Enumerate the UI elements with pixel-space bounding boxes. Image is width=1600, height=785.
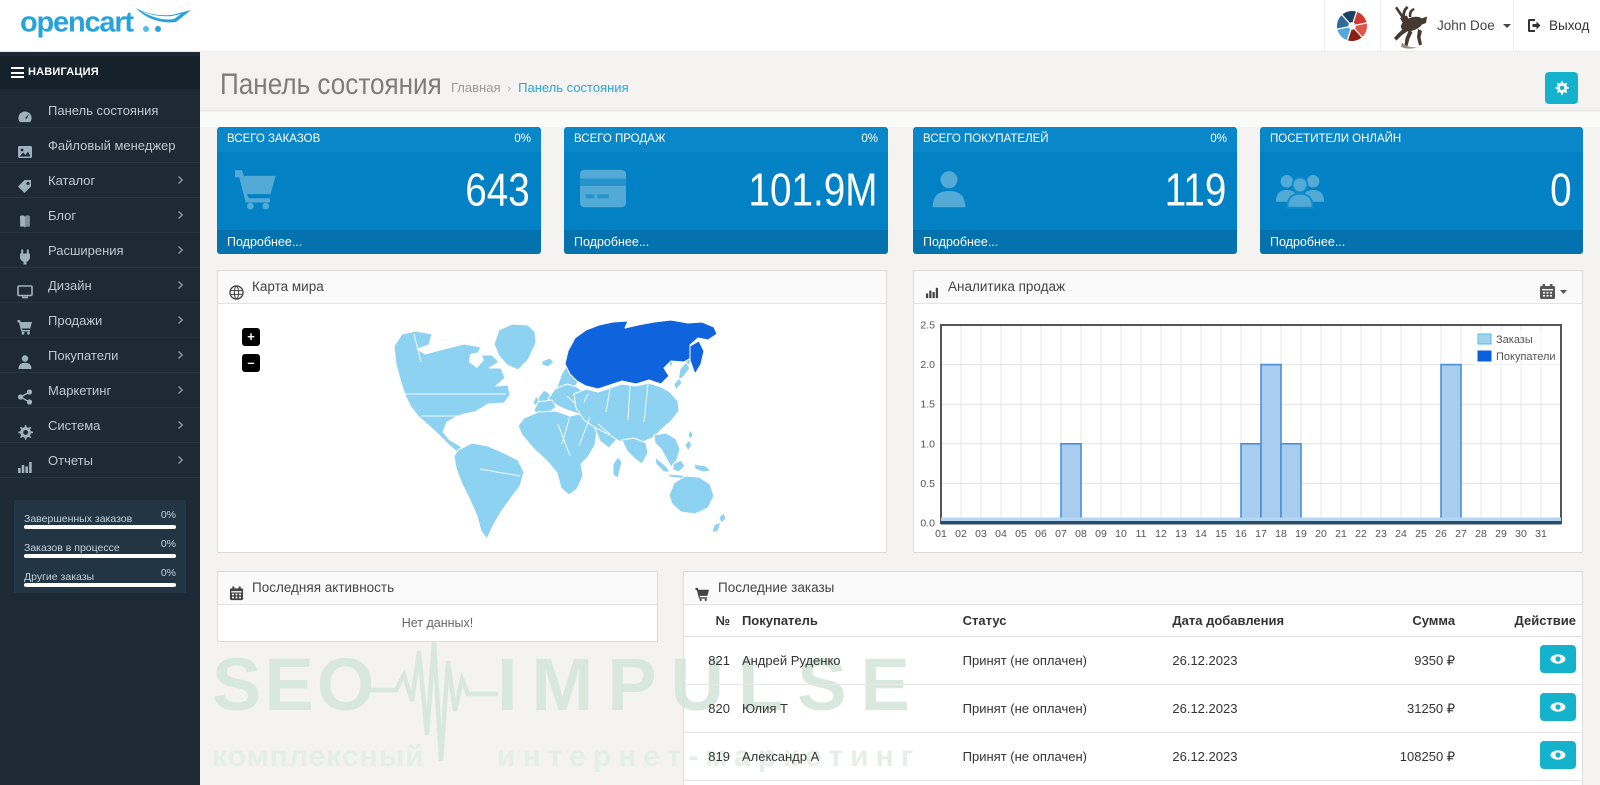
svg-text:16: 16 (1235, 528, 1247, 540)
svg-text:23: 23 (1375, 528, 1387, 540)
svg-text:Заказы: Заказы (1496, 334, 1533, 346)
svg-text:0.0: 0.0 (920, 518, 935, 530)
svg-text:2.5: 2.5 (920, 320, 935, 332)
svg-text:17: 17 (1255, 528, 1267, 540)
svg-text:1.0: 1.0 (920, 438, 935, 450)
svg-text:28: 28 (1475, 528, 1487, 540)
svg-text:11: 11 (1136, 528, 1147, 540)
svg-text:13: 13 (1175, 528, 1187, 540)
svg-text:0.5: 0.5 (920, 478, 935, 490)
svg-text:opencart: opencart (20, 7, 134, 39)
svg-text:05: 05 (1015, 528, 1027, 540)
svg-text:12: 12 (1155, 528, 1167, 540)
svg-text:21: 21 (1335, 528, 1347, 540)
svg-text:24: 24 (1395, 528, 1407, 540)
svg-text:18: 18 (1275, 528, 1287, 540)
svg-text:29: 29 (1495, 528, 1507, 540)
svg-text:31: 31 (1535, 528, 1547, 540)
svg-text:04: 04 (995, 528, 1007, 540)
svg-text:06: 06 (1035, 528, 1047, 540)
svg-text:02: 02 (955, 528, 967, 540)
svg-text:22: 22 (1355, 528, 1367, 540)
svg-text:2.0: 2.0 (920, 359, 935, 371)
svg-text:09: 09 (1095, 528, 1107, 540)
svg-text:20: 20 (1315, 528, 1327, 540)
svg-text:08: 08 (1075, 528, 1087, 540)
svg-text:10: 10 (1115, 528, 1127, 540)
svg-text:1.5: 1.5 (920, 399, 935, 411)
svg-text:25: 25 (1415, 528, 1427, 540)
svg-text:15: 15 (1215, 528, 1227, 540)
svg-text:30: 30 (1515, 528, 1527, 540)
svg-text:07: 07 (1055, 528, 1067, 540)
svg-text:Покупатели: Покупатели (1496, 351, 1556, 363)
svg-text:26: 26 (1435, 528, 1447, 540)
svg-text:03: 03 (975, 528, 987, 540)
svg-text:14: 14 (1195, 528, 1207, 540)
svg-text:27: 27 (1455, 528, 1467, 540)
svg-text:01: 01 (935, 528, 947, 540)
svg-text:19: 19 (1295, 528, 1307, 540)
